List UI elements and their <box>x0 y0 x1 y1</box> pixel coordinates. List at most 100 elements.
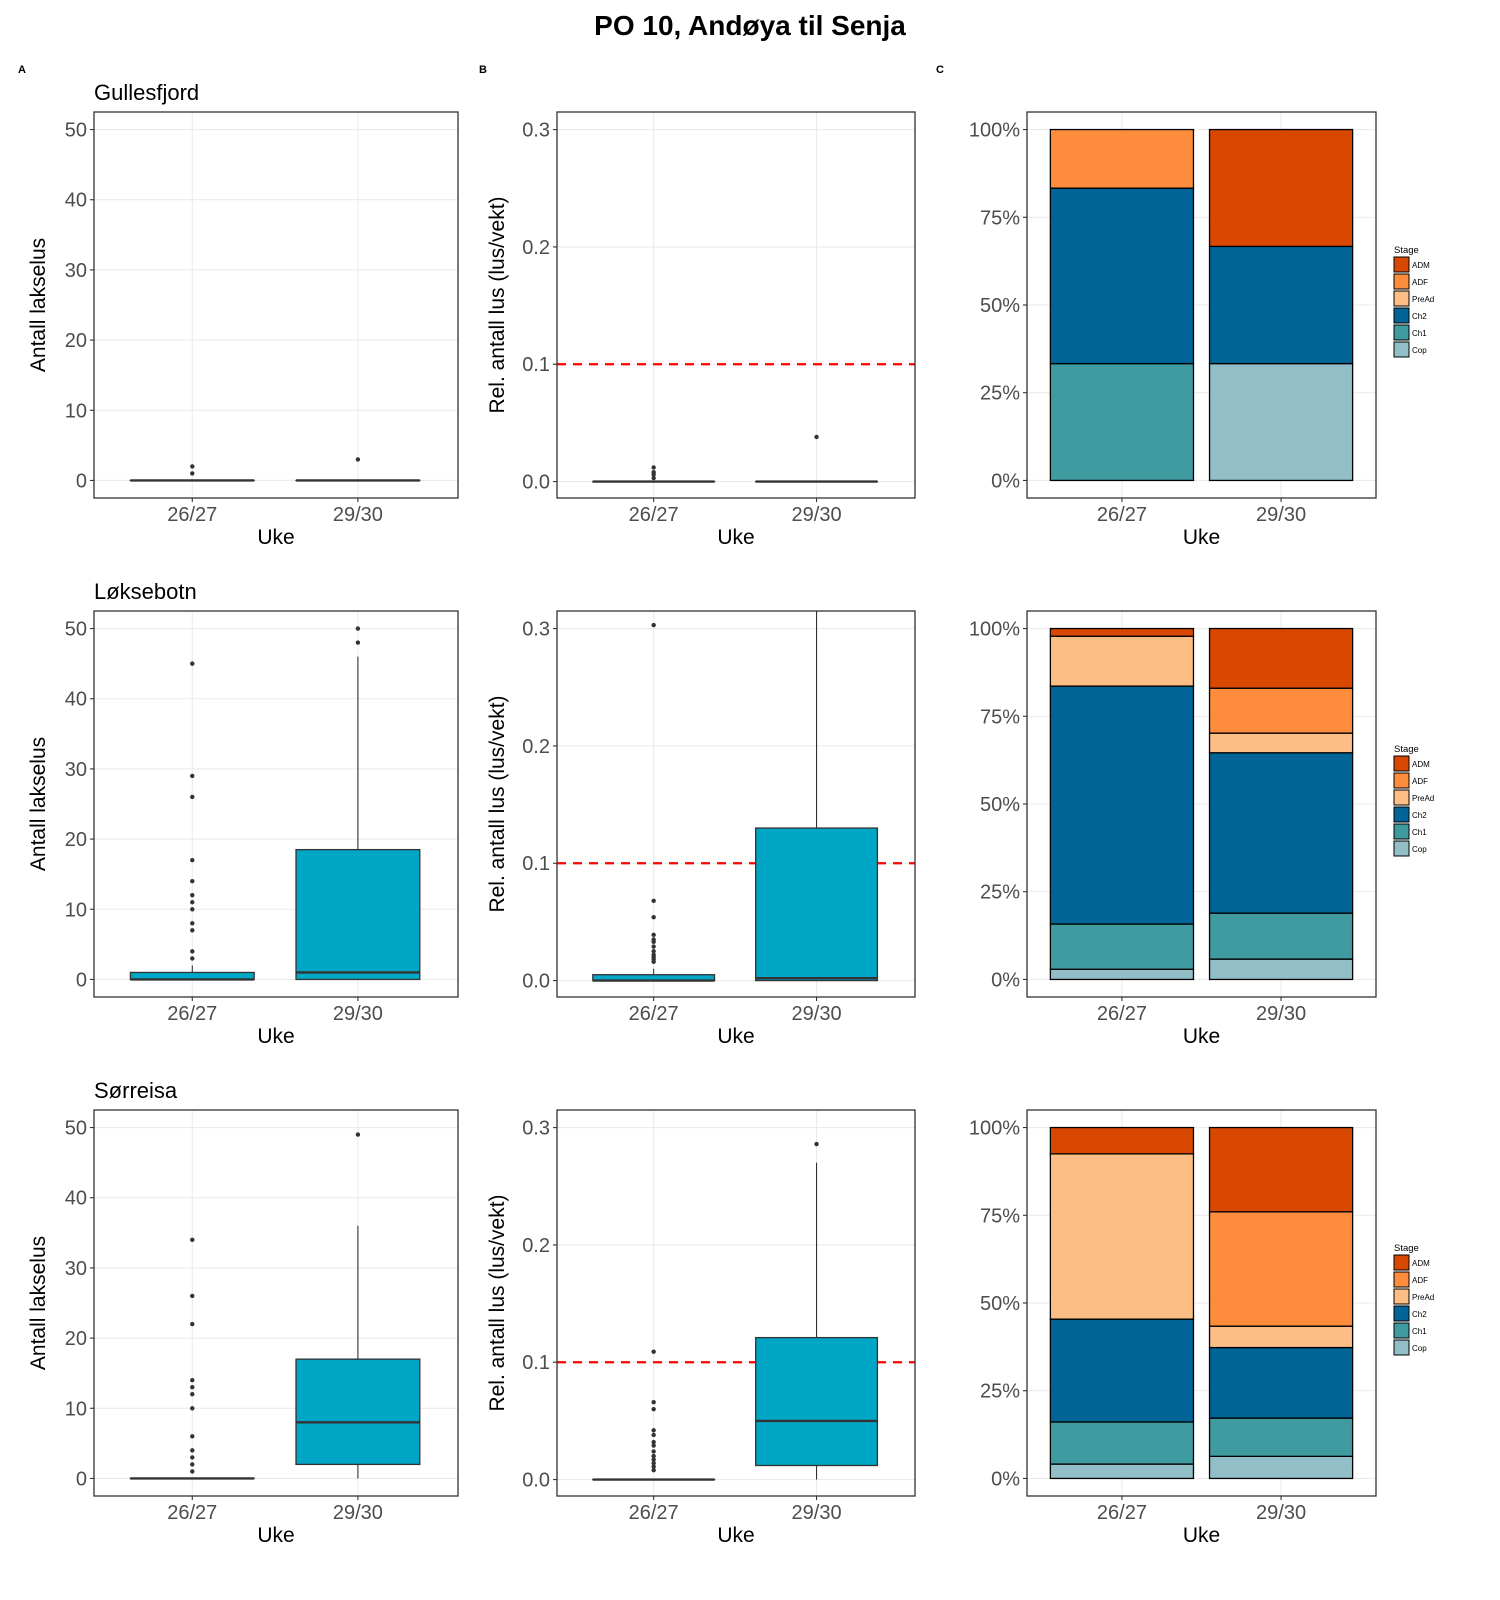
outlier-point <box>190 857 195 863</box>
x-tick-label: 29/30 <box>792 1502 842 1524</box>
outlier-point <box>651 944 656 949</box>
outlier-point <box>190 1378 195 1383</box>
bar-segment-adm <box>1208 128 1354 248</box>
y-tick-label: 20 <box>65 330 87 352</box>
bar-segment-ch2 <box>1208 1346 1354 1419</box>
x-tick-label: 26/27 <box>167 504 217 526</box>
y-tick-label: 40 <box>65 689 87 711</box>
plot-background <box>94 112 458 498</box>
x-tick-label: 29/30 <box>792 1003 842 1025</box>
outlier-point <box>651 1432 656 1438</box>
outlier-point <box>651 1428 656 1433</box>
outlier-point <box>651 937 656 942</box>
legend-label-ch2: Ch2 <box>1412 1310 1427 1319</box>
bar-segment-ch2 <box>1049 187 1195 365</box>
y-tick-label: 0.1 <box>522 1352 550 1374</box>
outlier-point <box>190 928 195 933</box>
outlier-point <box>651 1439 656 1445</box>
legend-label-adf: ADF <box>1412 777 1428 786</box>
y-tick-label: 0% <box>991 1468 1020 1490</box>
legend-key-cop <box>1393 840 1410 857</box>
panel-title: Løksebotn <box>94 579 197 604</box>
y-tick-label: 0.2 <box>522 736 550 758</box>
y-tick-label: 50% <box>980 1293 1020 1315</box>
y-tick-label: 75% <box>980 706 1020 728</box>
legend-key-ch1 <box>1393 1322 1410 1339</box>
legend-key-ch1 <box>1393 823 1410 840</box>
legend-label-ch2: Ch2 <box>1412 312 1427 321</box>
outlier-point <box>190 1448 195 1453</box>
bar-segment-cop <box>1208 362 1354 482</box>
legend-label-adm: ADM <box>1412 760 1430 769</box>
box-29-30 <box>295 1132 421 1479</box>
y-tick-label: 0.3 <box>522 1118 550 1140</box>
legend-label-pread: PreAd <box>1412 295 1434 304</box>
y-axis-title: Rel. antall lus (lus/vekt) <box>486 196 509 413</box>
outlier-point <box>190 794 195 800</box>
x-tick-label: 29/30 <box>1256 504 1306 526</box>
y-tick-label: 0.0 <box>522 472 550 494</box>
bar-segment-ch1 <box>1208 912 1354 960</box>
y-tick-label: 0 <box>76 1468 87 1490</box>
x-tick-label: 26/27 <box>1097 1003 1147 1025</box>
x-axis-title: Uke <box>717 1025 754 1048</box>
outlier-point <box>651 465 656 470</box>
bar-segment-ch1 <box>1049 362 1195 482</box>
x-tick-label: 26/27 <box>1097 504 1147 526</box>
legend-key-adf <box>1393 772 1410 789</box>
stacked-bar-26-27 <box>1049 1126 1195 1480</box>
outlier-point <box>651 915 656 920</box>
y-axis-title: Rel. antall lus (lus/vekt) <box>486 1194 509 1411</box>
y-tick-label: 0 <box>76 470 87 492</box>
stacked-bar-26-27 <box>1049 128 1195 482</box>
box-26-27 <box>129 1237 255 1480</box>
panel-border <box>556 111 916 499</box>
x-axis-title: Uke <box>1183 526 1220 549</box>
outlier-point <box>651 469 656 475</box>
y-tick-label: 0.0 <box>522 971 550 993</box>
outlier-point <box>651 1399 656 1405</box>
bar-segment-cop <box>1049 1463 1195 1480</box>
x-axis-title: Uke <box>257 526 294 549</box>
legend-key-adf <box>1393 1271 1410 1288</box>
chart-panel-7: 0 10 20 30 40 50 26/27 29/30 Uke Antall lakselus S… <box>27 1078 459 1547</box>
outlier-point <box>651 1460 656 1466</box>
x-tick-label: 29/30 <box>333 1502 383 1524</box>
x-tick-label: 26/27 <box>167 1003 217 1025</box>
y-tick-label: 25% <box>980 383 1020 405</box>
x-tick-label: 26/27 <box>629 1003 679 1025</box>
legend-key-ch1 <box>1393 324 1410 341</box>
y-axis-title: Antall lakselus <box>27 238 50 372</box>
bar-segment-pread <box>1049 635 1195 687</box>
chart-panel-8: 0.0 0.1 0.2 0.3 26/27 29/30 Uke Rel. antall lus… <box>486 1109 916 1547</box>
legend-key-pread <box>1393 1288 1410 1305</box>
panel-tag-a: A <box>18 64 26 76</box>
bar-segment-ch1 <box>1208 1417 1354 1457</box>
y-axis-title: Antall lakselus <box>27 1236 50 1370</box>
stacked-bar-26-27 <box>1049 627 1195 981</box>
outlier-point <box>190 1406 195 1411</box>
y-axis-title: Rel. antall lus (lus/vekt) <box>486 695 509 912</box>
outlier-point <box>190 949 195 954</box>
legend-label-adf: ADF <box>1412 278 1428 287</box>
bar-segment-adf <box>1208 1211 1354 1327</box>
outlier-point <box>190 464 195 469</box>
bar-segment-cop <box>1049 968 1195 981</box>
x-axis-title: Uke <box>1183 1524 1220 1547</box>
stage-legend: Stage ADM ADF PreAd Ch2 Ch1 Cop <box>1393 245 1434 358</box>
box-26-27 <box>129 464 255 482</box>
panel-border <box>556 610 916 998</box>
legend-label-pread: PreAd <box>1412 1293 1434 1302</box>
stacked-bar-29-30 <box>1208 1126 1354 1480</box>
stacked-bar-29-30 <box>1208 128 1354 482</box>
legend-key-adf <box>1393 273 1410 290</box>
panel-border <box>93 1109 459 1497</box>
x-axis-title: Uke <box>257 1524 294 1547</box>
plot-background <box>557 112 915 498</box>
outlier-point <box>190 1434 195 1439</box>
outlier-point <box>814 1141 819 1147</box>
bar-segment-ch2 <box>1049 685 1195 925</box>
box-26-27 <box>592 622 716 982</box>
y-tick-label: 40 <box>65 1188 87 1210</box>
